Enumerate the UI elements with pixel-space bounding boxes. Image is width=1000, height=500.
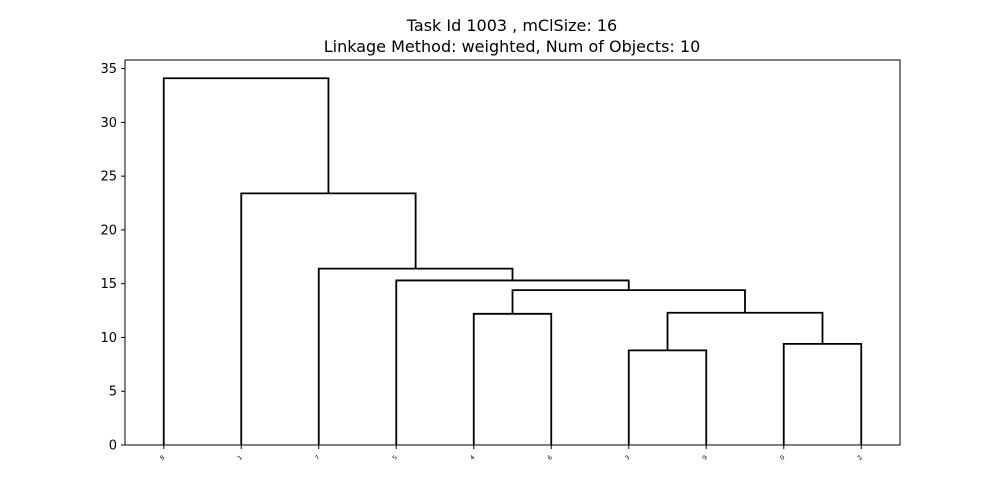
- y-tick-label: 30: [100, 116, 117, 131]
- plot-area-frame: [124, 59, 901, 446]
- dendrogram-link: [472, 312, 553, 445]
- leaf-label: 1: [236, 454, 244, 462]
- leaf-label: 0: [779, 454, 787, 462]
- leaf-label: 2: [856, 454, 864, 462]
- leaf-label: 6: [546, 454, 554, 462]
- dendrogram-link: [782, 343, 863, 445]
- chart-title-line-1: Task Id 1003 , mClSize: 16: [406, 16, 617, 35]
- leaf-label: 8: [159, 454, 167, 462]
- y-axis: 0 5 10 15 20 25 30 35: [100, 62, 125, 454]
- dendrogram-link: [240, 192, 417, 445]
- dendrogram-link: [317, 267, 514, 445]
- y-tick-label: 0: [109, 439, 117, 454]
- dendrogram-link: [162, 77, 330, 445]
- chart-title-line-2: Linkage Method: weighted, Num of Objects…: [324, 37, 701, 56]
- dendrogram-link: [511, 289, 746, 314]
- x-axis: 8 1 7 5 4 6 3 9 0 2: [159, 445, 864, 462]
- y-tick-label: 25: [100, 170, 117, 185]
- y-tick-label: 20: [100, 223, 117, 238]
- y-tick-label: 15: [100, 277, 117, 292]
- leaf-label: 7: [314, 454, 322, 462]
- y-tick-label: 35: [100, 62, 117, 77]
- dendrogram-link: [395, 279, 630, 445]
- leaf-label: 3: [624, 454, 632, 462]
- dendrogram-link: [627, 349, 708, 445]
- dendrogram-links: [162, 77, 863, 445]
- y-tick-label: 5: [109, 385, 117, 400]
- leaf-label: 5: [391, 454, 399, 462]
- leaf-label: 9: [701, 454, 709, 462]
- y-tick-label: 10: [100, 331, 117, 346]
- leaf-label: 4: [469, 454, 477, 462]
